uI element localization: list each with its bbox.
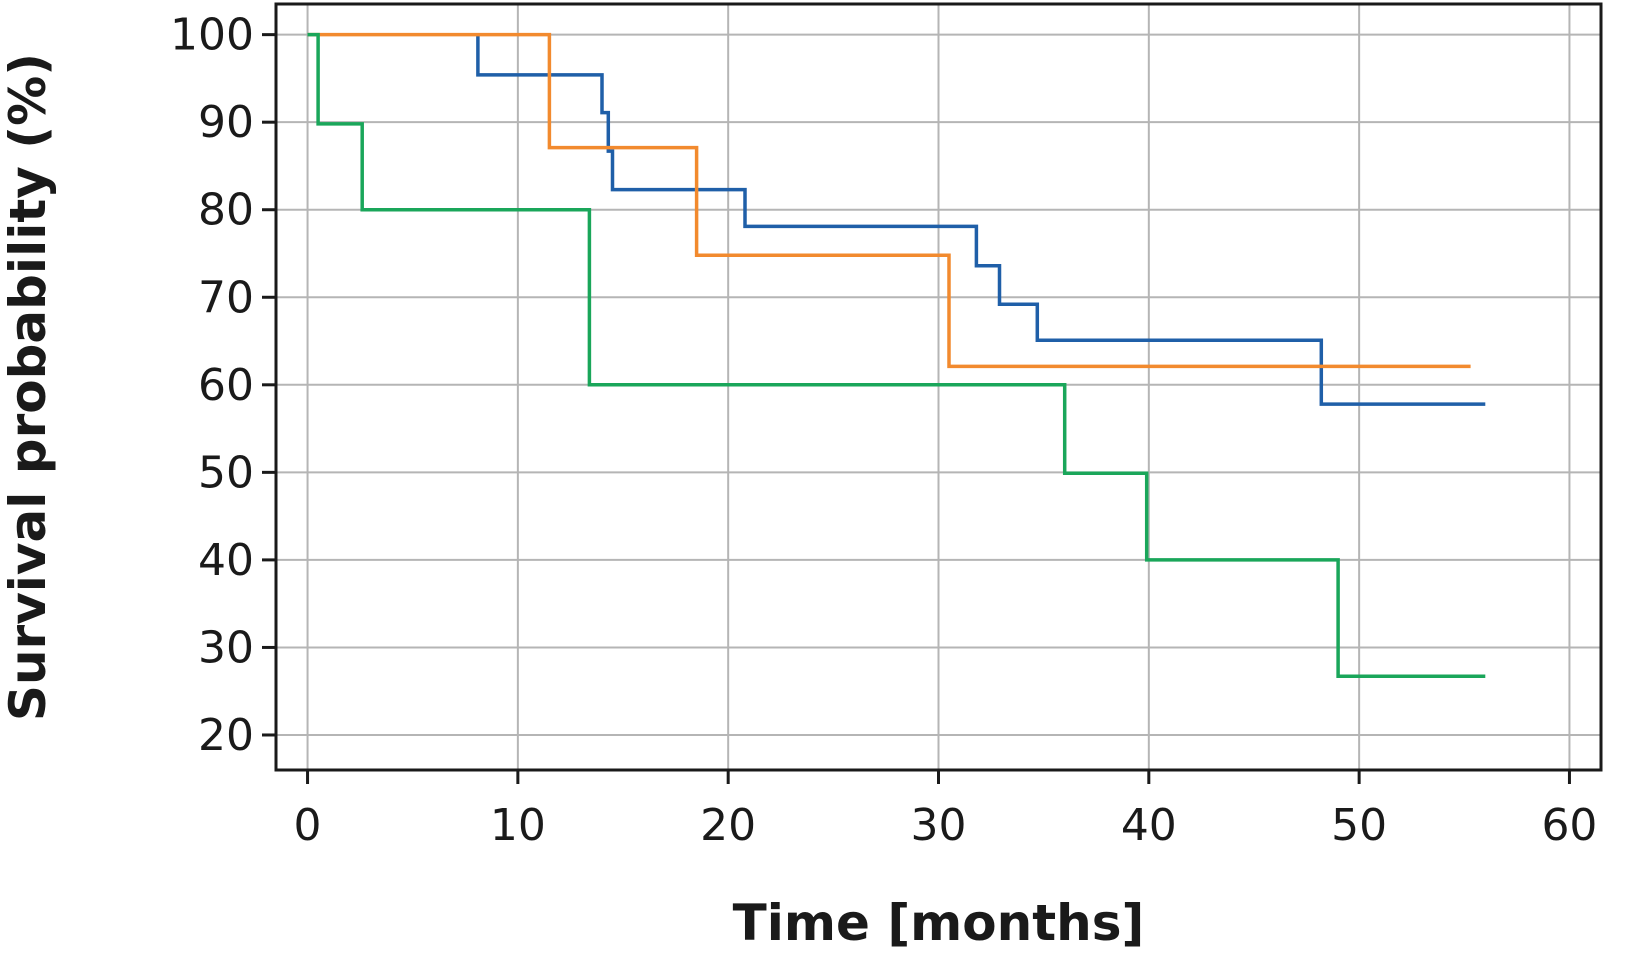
y-tick-label: 20 [198,710,254,761]
x-tick-label: 50 [1331,800,1387,851]
y-tick-label: 60 [198,360,254,411]
series-line-1 [476,34,1486,406]
y-tick-label: 30 [198,622,254,673]
x-tick-label: 0 [294,800,322,851]
series-line-3 [307,32,1486,679]
x-axis-title: Time [months] [733,894,1145,952]
y-tick-label: 50 [198,447,254,498]
x-tick-label: 40 [1121,800,1177,851]
y-tick-label: 70 [198,272,254,323]
x-tick-label: 20 [700,800,756,851]
axis-ticks: 0 10 20 30 40 50 60 20 30 40 50 60 70 80 90 100 [170,10,1597,851]
x-tick-label: 30 [911,800,967,851]
y-axis-title: Survival probability (%) [0,53,57,721]
x-tick-label: 10 [490,800,546,851]
grid [276,4,1601,770]
series-lines [307,32,1486,679]
series-line-2 [307,32,1471,369]
y-tick-label: 40 [198,535,254,586]
y-tick-label: 80 [198,185,254,236]
x-tick-label: 60 [1541,800,1597,851]
y-tick-label: 100 [170,10,254,61]
y-tick-label: 90 [198,97,254,148]
